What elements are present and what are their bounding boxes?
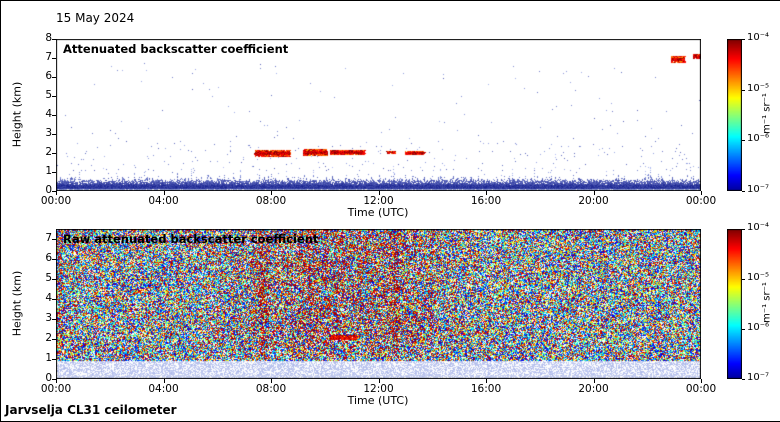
x-tick-label: 16:00 (470, 383, 502, 395)
x-tick-mark (486, 379, 487, 383)
colorbar-tick-mark (742, 39, 745, 40)
colorbar-tick-mark (742, 379, 745, 380)
x-tick-mark (701, 379, 702, 383)
date-label: 15 May 2024 (56, 11, 135, 25)
y-tick-mark (52, 239, 56, 240)
y-tick-label: 4 (45, 108, 52, 120)
y-tick-label: 3 (45, 312, 52, 324)
x-tick-mark (593, 379, 595, 383)
y-tick-label: 3 (45, 127, 52, 139)
y-tick-label: 1 (45, 165, 52, 177)
y-tick-label: 6 (45, 70, 52, 82)
x-tick-label: 00:00 (40, 195, 72, 207)
y-tick-label: 5 (45, 89, 52, 101)
x-tick-mark (163, 379, 165, 383)
x-tick-mark (163, 191, 165, 195)
x-tick-mark (271, 379, 272, 383)
y-tick-label: 1 (45, 352, 52, 364)
x-axis-label-bottom: Time (UTC) (347, 394, 409, 407)
colorbar-tick-label: 10⁻⁴ (747, 222, 770, 233)
y-tick-mark (52, 172, 56, 173)
colorbar-tick-mark (742, 329, 745, 330)
x-tick-mark (56, 379, 57, 383)
instrument-label: Jarvselja CL31 ceilometer (5, 403, 177, 417)
colorbar-bottom (727, 229, 742, 379)
y-tick-mark (52, 115, 56, 116)
panel-title-attenuated: Attenuated backscatter coefficient (63, 42, 289, 56)
x-tick-label: 20:00 (578, 383, 609, 395)
x-tick-mark (378, 191, 380, 195)
y-axis-label-top: Height (km) (10, 81, 24, 148)
y-axis-label-bottom: Height (km) (10, 270, 24, 337)
x-tick-mark (56, 191, 57, 195)
x-tick-label: 16:00 (470, 195, 502, 207)
x-tick-label: 08:00 (255, 195, 287, 207)
y-tick-mark (52, 77, 56, 78)
x-tick-mark (271, 191, 272, 195)
x-tick-label: 00:00 (685, 383, 717, 395)
y-tick-mark (52, 134, 56, 135)
colorbar-tick-mark (742, 89, 745, 91)
y-tick-mark (52, 339, 56, 340)
colorbar-tick-mark (742, 140, 745, 142)
x-tick-label: 12:00 (363, 383, 394, 395)
x-tick-label: 12:00 (363, 195, 394, 207)
x-tick-label: 04:00 (148, 383, 179, 395)
x-tick-label: 08:00 (255, 383, 287, 395)
y-tick-label: 0 (45, 372, 52, 384)
y-tick-mark (52, 191, 56, 192)
y-tick-mark (52, 259, 56, 260)
x-tick-mark (701, 191, 702, 195)
raw-attenuated-backscatter-heatmap (56, 229, 701, 379)
y-tick-label: 8 (45, 32, 52, 44)
colorbar-tick-label: 10⁻⁷ (747, 372, 770, 383)
y-tick-label: 7 (45, 51, 52, 63)
colorbar-tick-label: 10⁻⁶ (747, 322, 770, 333)
y-tick-label: 2 (45, 332, 52, 344)
colorbar-tick-label: 10⁻⁴ (747, 32, 770, 43)
y-tick-label: 7 (45, 232, 52, 244)
x-tick-label: 00:00 (40, 383, 72, 395)
colorbar-tick-label: 10⁻⁶ (747, 133, 770, 145)
colorbar-tick-mark (742, 279, 745, 280)
colorbar-tick-label: 10⁻⁵ (747, 82, 770, 94)
y-tick-label: 0 (45, 184, 52, 196)
y-tick-label: 5 (45, 272, 52, 284)
y-tick-mark (52, 319, 56, 320)
y-tick-mark (52, 58, 56, 59)
y-tick-label: 4 (45, 292, 52, 304)
y-tick-mark (52, 299, 56, 300)
y-tick-mark (52, 39, 56, 40)
colorbar-tick-mark (742, 229, 745, 230)
y-tick-label: 2 (45, 146, 52, 158)
y-tick-mark (52, 96, 56, 97)
colorbar-tick-label: 10⁻⁷ (747, 184, 770, 195)
x-axis-label-top: Time (UTC) (347, 206, 409, 219)
x-tick-mark (378, 379, 380, 383)
x-tick-label: 00:00 (685, 195, 717, 207)
y-tick-mark (52, 379, 56, 380)
colorbar-tick-label: 10⁻⁵ (747, 272, 770, 283)
y-tick-label: 6 (45, 252, 52, 264)
attenuated-backscatter-heatmap (56, 39, 701, 191)
y-tick-mark (52, 279, 56, 280)
x-tick-mark (486, 191, 487, 195)
y-tick-mark (52, 359, 56, 360)
colorbar-tick-mark (742, 191, 745, 192)
x-tick-label: 04:00 (148, 195, 179, 207)
panel-title-raw: Raw attenuated backscatter coefficient (63, 232, 319, 246)
y-tick-mark (52, 153, 56, 154)
x-tick-label: 20:00 (578, 195, 609, 207)
x-tick-mark (593, 191, 595, 195)
colorbar-top (727, 39, 742, 191)
